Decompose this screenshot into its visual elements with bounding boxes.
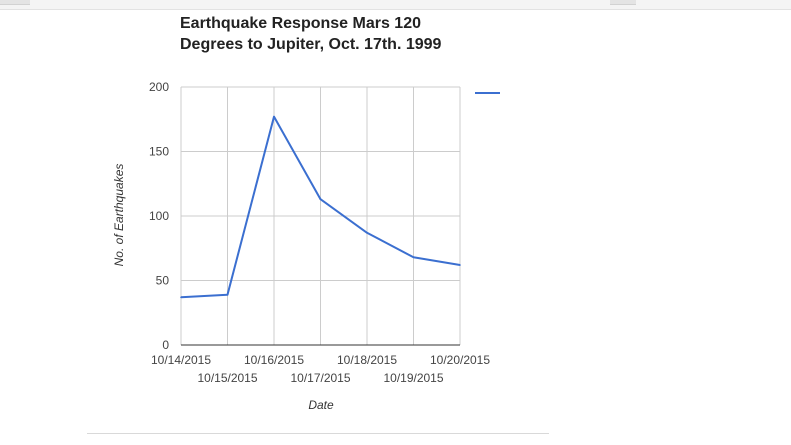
top-toolbar-strip [0, 0, 791, 10]
series-point [180, 296, 182, 299]
series-point [226, 293, 229, 296]
y-tick-label: 100 [149, 209, 169, 223]
toolbar-tab-left [0, 0, 30, 5]
x-tick-label: 10/18/2015 [337, 353, 397, 367]
x-tick-label: 10/20/2015 [430, 353, 490, 367]
x-tick-label: 10/15/2015 [197, 371, 257, 385]
toolbar-tab-right [610, 0, 636, 5]
series-point [412, 256, 415, 259]
series-point [366, 231, 368, 234]
y-axis-title: No. of Earthquakes [112, 164, 126, 267]
x-axis-ticks: 10/14/2015 10/15/2015 10/16/2015 10/17/2015… [151, 353, 490, 385]
series-point [273, 115, 275, 118]
series-point [319, 198, 322, 201]
y-tick-label: 150 [149, 145, 169, 159]
chart-grid [180, 86, 461, 345]
y-tick-label: 50 [156, 274, 170, 288]
y-axis-ticks: 0 50 100 150 200 [149, 80, 169, 352]
bottom-divider [87, 433, 549, 434]
x-tick-label: 10/17/2015 [290, 371, 350, 385]
x-tick-label: 10/16/2015 [244, 353, 304, 367]
x-tick-label: 10/14/2015 [151, 353, 211, 367]
y-tick-label: 0 [162, 338, 169, 352]
y-tick-label: 200 [149, 80, 169, 94]
chart-series [180, 115, 461, 299]
chart-title: Earthquake Response Mars 120 Degrees to … [180, 15, 442, 53]
series-point [459, 264, 461, 266]
x-axis-title: Date [308, 398, 334, 412]
x-tick-label: 10/19/2015 [383, 371, 443, 385]
